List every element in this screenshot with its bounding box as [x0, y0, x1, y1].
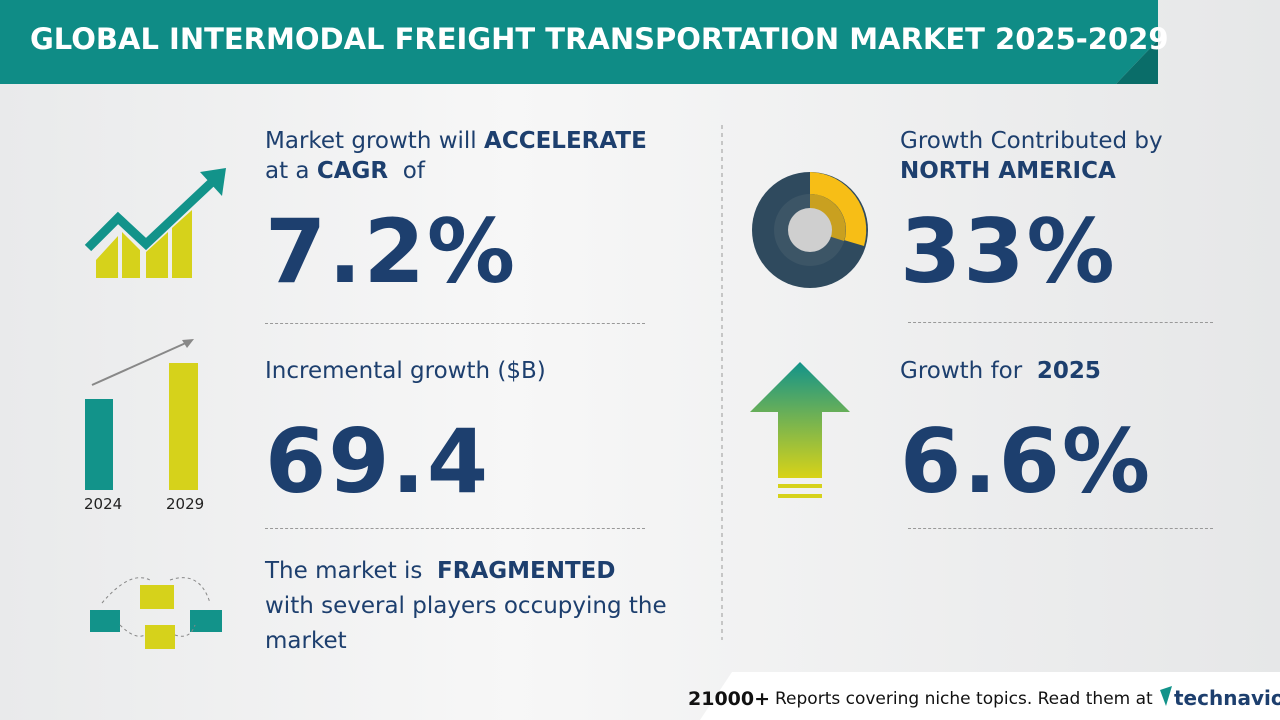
year-growth-line: Growth for 2025 — [900, 358, 1101, 384]
text: of — [402, 158, 425, 184]
arrow-icon — [750, 362, 850, 498]
separator — [265, 323, 645, 324]
logo-mark — [1160, 686, 1172, 706]
footer-text: Reports covering niche topics. Read them… — [775, 689, 1153, 709]
footer-band — [700, 672, 1280, 720]
footer-count: 21000+ — [688, 688, 771, 710]
brand: technavio — [1174, 686, 1280, 710]
text: The market is — [265, 558, 423, 584]
separator — [908, 322, 1213, 323]
banner-fold — [1116, 40, 1158, 84]
title: GLOBAL INTERMODAL FREIGHT TRANSPORTATION… — [30, 22, 1169, 56]
text-bold: ACCELERATE — [484, 128, 647, 154]
text-bold: CAGR — [316, 158, 389, 184]
buildings-icon — [90, 577, 222, 649]
cagr-value: 7.2% — [265, 200, 518, 303]
fragmented-line3: market — [265, 628, 347, 654]
year-growth-value: 6.6% — [900, 410, 1153, 513]
text: Growth for — [900, 358, 1023, 384]
growth-icon — [84, 168, 226, 278]
text: Market growth will — [265, 128, 477, 154]
text-bold: FRAGMENTED — [437, 558, 616, 584]
region-name: NORTH AMERICA — [900, 158, 1116, 184]
title-banner — [0, 0, 1158, 84]
separator — [265, 528, 645, 529]
separator — [908, 528, 1213, 529]
bars-icon — [85, 339, 198, 490]
bar-label: 2024 — [84, 495, 123, 513]
fragmented-line1: The market is FRAGMENTED — [265, 558, 615, 584]
text: at a — [265, 158, 310, 184]
fragmented-line2: with several players occupying the — [265, 593, 667, 619]
cagr-line2: at a CAGR of — [265, 158, 425, 184]
cagr-line1: Market growth will ACCELERATE — [265, 128, 647, 154]
incremental-label: Incremental growth ($B) — [265, 358, 546, 384]
bar-label: 2029 — [166, 495, 205, 513]
region-value: 33% — [900, 200, 1117, 303]
incremental-value: 69.4 — [265, 410, 491, 513]
region-label: Growth Contributed by — [900, 128, 1163, 154]
text-bold: 2025 — [1036, 358, 1101, 384]
donut-icon — [752, 172, 868, 288]
